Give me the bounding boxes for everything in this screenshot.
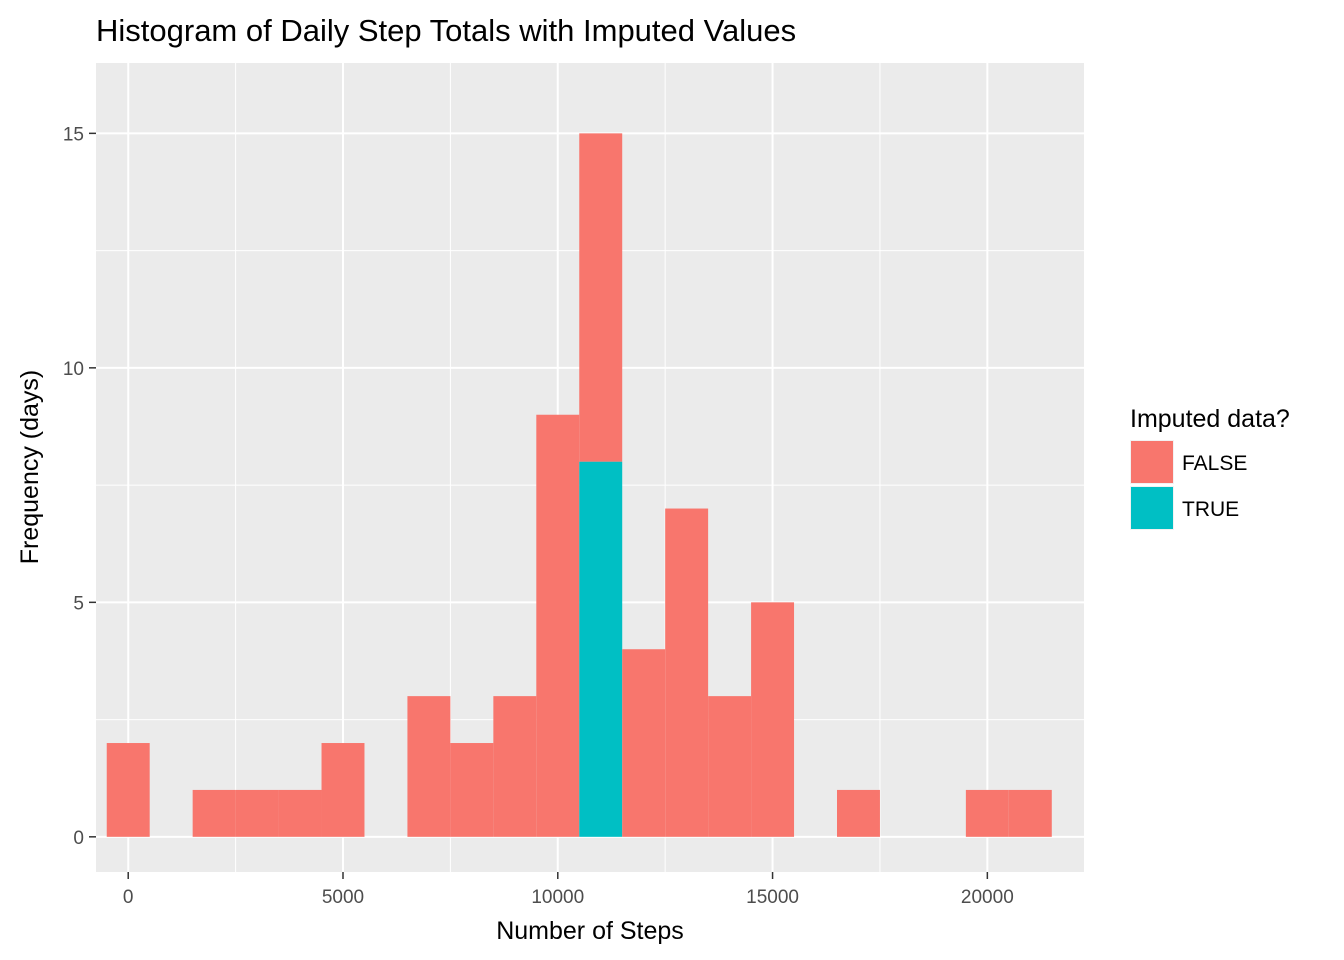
legend-swatch-false <box>1131 441 1173 483</box>
y-tick-label: 10 <box>63 359 84 380</box>
bar-false-bin-0 <box>106 743 150 837</box>
x-axis-ticks: 0 5000 10000 15000 20000 <box>123 872 1014 908</box>
chart-title: Histogram of Daily Step Totals with Impu… <box>96 13 796 48</box>
bar-false-bin-12000 <box>622 649 666 837</box>
bar-false-bin-7000 <box>407 696 451 837</box>
bar-false-bin-21000 <box>1008 789 1052 837</box>
bar-false-bin-4000 <box>278 789 322 837</box>
x-tick-label: 20000 <box>961 887 1014 908</box>
legend-title: Imputed data? <box>1130 405 1290 433</box>
x-tick-label: 15000 <box>746 887 799 908</box>
x-axis-title: Number of Steps <box>496 917 684 945</box>
x-tick-label: 0 <box>123 887 134 908</box>
bar-false-bin-20000 <box>965 789 1009 837</box>
bar-false-bin-8000 <box>450 743 494 837</box>
bar-false-bin-2000 <box>192 789 236 837</box>
x-tick-label: 10000 <box>531 887 584 908</box>
bar-false-bin-14000 <box>708 696 752 837</box>
y-axis-title: Frequency (days) <box>16 370 44 565</box>
legend-swatch-true <box>1131 487 1173 529</box>
bar-false-bin-10000 <box>536 414 580 837</box>
y-tick-label: 5 <box>73 593 84 614</box>
bar-false-bin-17000 <box>837 789 880 837</box>
bar-false-bin-15000 <box>751 602 795 837</box>
y-tick-label: 0 <box>73 828 84 849</box>
legend-label-true: TRUE <box>1182 498 1239 521</box>
bar-true-bin-11000 <box>579 461 623 837</box>
bar-false-bin-5000 <box>321 743 365 837</box>
bar-false-bin-11000 <box>579 133 623 462</box>
bar-false-bin-9000 <box>493 696 537 837</box>
bar-false-bin-3000 <box>235 789 279 837</box>
bar-false-bin-13000 <box>665 508 709 837</box>
legend: Imputed data? FALSE TRUE <box>1130 405 1290 530</box>
x-tick-label: 5000 <box>322 887 364 908</box>
histogram-bars <box>106 133 1052 837</box>
y-axis-ticks: 0 5 10 15 <box>63 124 96 849</box>
legend-label-false: FALSE <box>1182 452 1247 475</box>
y-tick-label: 15 <box>63 124 84 145</box>
